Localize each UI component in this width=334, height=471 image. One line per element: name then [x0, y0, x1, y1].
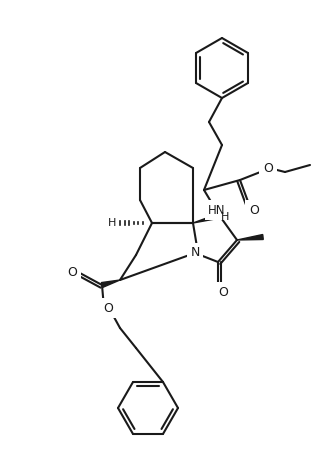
Text: HN: HN: [208, 203, 226, 217]
Text: H: H: [108, 218, 116, 228]
Text: H: H: [221, 212, 229, 222]
Text: O: O: [263, 162, 273, 176]
Text: O: O: [67, 266, 77, 278]
Text: O: O: [249, 203, 259, 217]
Text: O: O: [103, 301, 113, 315]
Text: N: N: [190, 246, 200, 260]
Polygon shape: [193, 215, 215, 223]
Polygon shape: [237, 235, 263, 240]
Polygon shape: [101, 280, 120, 287]
Text: O: O: [218, 285, 228, 299]
